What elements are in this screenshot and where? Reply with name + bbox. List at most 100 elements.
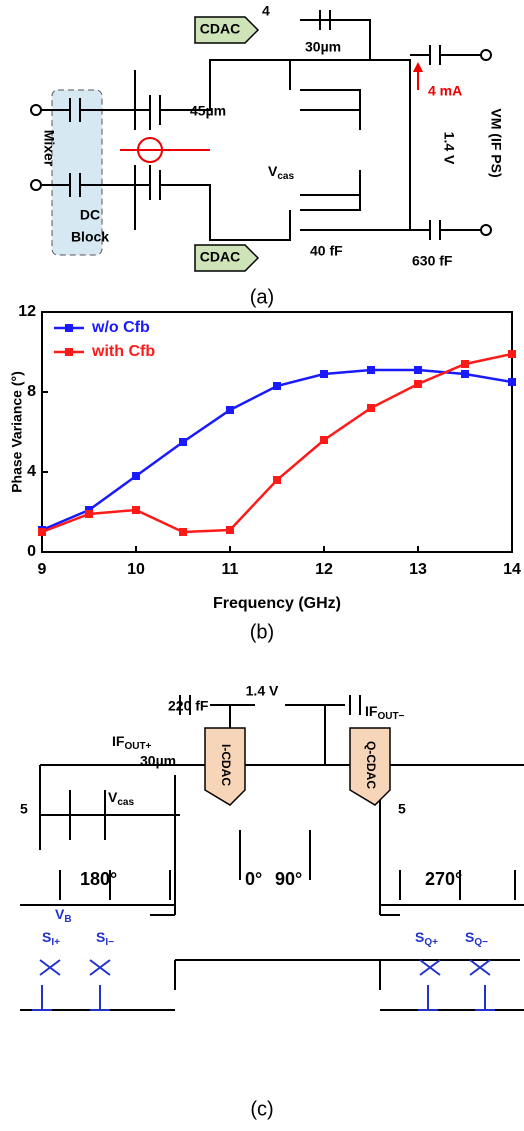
label: 180° bbox=[80, 869, 117, 889]
label: 270° bbox=[425, 869, 462, 889]
label-main: IF bbox=[112, 733, 125, 749]
marker bbox=[226, 526, 234, 534]
label: 5 bbox=[398, 801, 406, 817]
label: VB bbox=[55, 906, 72, 925]
marker bbox=[179, 438, 187, 446]
wires bbox=[134, 10, 480, 241]
y-tick-label: 0 bbox=[27, 543, 36, 560]
x-tick-label: 13 bbox=[409, 561, 427, 578]
wires bbox=[40, 98, 150, 197]
label-sub: Q− bbox=[474, 937, 488, 948]
marker bbox=[132, 472, 140, 480]
x-tick-label: 11 bbox=[222, 561, 239, 578]
x-axis-label: Frequency (GHz) bbox=[213, 595, 341, 612]
switch-wires bbox=[32, 959, 495, 1011]
label-main: V bbox=[108, 789, 118, 805]
label: SI− bbox=[96, 929, 114, 948]
label: 30µm bbox=[140, 753, 176, 769]
marker bbox=[414, 366, 422, 374]
label: I-CDAC bbox=[219, 744, 233, 786]
marker bbox=[367, 404, 375, 412]
caption: (b) bbox=[250, 621, 274, 643]
dc-block-box bbox=[51, 89, 103, 256]
label: SI+ bbox=[42, 929, 60, 948]
y-tick-label: 12 bbox=[18, 303, 36, 320]
switches: VB SI+ SI− SQ+ SQ− bbox=[32, 906, 495, 1011]
marker bbox=[414, 380, 422, 388]
label-sub: I+ bbox=[51, 937, 60, 948]
schematic-c: 1.4 V 220 fF IFOUT+ IFOUT− 30µm Vcas I-C… bbox=[20, 683, 524, 1120]
series-line bbox=[41, 368, 513, 532]
label-sub: Q+ bbox=[424, 937, 438, 948]
label: CDAC bbox=[200, 21, 240, 37]
label: Block bbox=[71, 229, 109, 245]
y-tick-label: 8 bbox=[27, 383, 36, 400]
marker bbox=[461, 360, 469, 368]
label: IFOUT+ bbox=[112, 733, 152, 752]
cdac-box bbox=[204, 727, 246, 806]
label: Vcas bbox=[108, 789, 134, 808]
label-sub: B bbox=[64, 914, 71, 925]
marker bbox=[320, 370, 328, 378]
cdac-box bbox=[194, 244, 260, 272]
plot-frame bbox=[41, 311, 513, 553]
label-sub: cas bbox=[117, 797, 134, 808]
label: Mixer bbox=[41, 130, 57, 167]
label: 30µm bbox=[305, 39, 341, 55]
label: 4 bbox=[262, 3, 270, 19]
marker bbox=[320, 436, 328, 444]
label: 630 fF bbox=[412, 253, 453, 269]
label: IFOUT− bbox=[365, 703, 405, 722]
label: CDAC bbox=[200, 249, 240, 265]
label-sub: OUT+ bbox=[124, 741, 151, 752]
legend-marker bbox=[65, 348, 73, 356]
label-main: S bbox=[96, 929, 105, 945]
port bbox=[30, 104, 42, 116]
current-source bbox=[137, 137, 163, 163]
label-main: S bbox=[415, 929, 424, 945]
caption: (a) bbox=[250, 286, 274, 308]
label-sub: I− bbox=[105, 937, 114, 948]
label: 4 mA bbox=[428, 83, 462, 99]
wires bbox=[20, 695, 524, 1011]
label: SQ− bbox=[465, 929, 488, 948]
cdac-box bbox=[349, 727, 391, 806]
caption: (c) bbox=[250, 1098, 273, 1120]
marker bbox=[132, 506, 140, 514]
label: SQ+ bbox=[415, 929, 438, 948]
marker bbox=[367, 366, 375, 374]
y-axis-label: Phase Variance (°) bbox=[9, 371, 25, 493]
label: VM (IF PS) bbox=[488, 108, 504, 177]
cdac-box bbox=[194, 16, 260, 44]
marker bbox=[85, 510, 93, 518]
marker bbox=[273, 382, 281, 390]
x-tick-label: 9 bbox=[38, 561, 47, 578]
x-tick-label: 10 bbox=[127, 561, 145, 578]
legend-label: w/o Cfb bbox=[91, 319, 150, 336]
x-tick-label: 14 bbox=[503, 561, 521, 578]
label-main: IF bbox=[365, 703, 378, 719]
label-sub: OUT− bbox=[377, 711, 404, 722]
label-main: S bbox=[465, 929, 474, 945]
label-main: V bbox=[268, 163, 278, 179]
schematic-a: CDAC 4 30µm 45µm 4 mA VM (IF PS) 1.4 V M… bbox=[30, 3, 504, 308]
x-tick-label: 12 bbox=[315, 561, 333, 578]
marker bbox=[273, 476, 281, 484]
series-line bbox=[41, 352, 513, 534]
marker bbox=[179, 528, 187, 536]
label: DC bbox=[80, 207, 100, 223]
marker bbox=[226, 406, 234, 414]
label: 90° bbox=[275, 869, 302, 889]
label: 220 fF bbox=[168, 698, 209, 714]
arrowhead bbox=[413, 62, 423, 72]
label: Q-CDAC bbox=[364, 741, 378, 789]
marker bbox=[508, 378, 516, 386]
label: 1.4 V bbox=[441, 132, 457, 165]
port bbox=[480, 49, 492, 61]
label-sub: cas bbox=[277, 171, 294, 182]
marker bbox=[508, 350, 516, 358]
legend-marker bbox=[65, 324, 73, 332]
y-tick-label: 4 bbox=[27, 463, 36, 480]
chart: Phase Variance (°) Frequency (GHz) (b) 0… bbox=[9, 303, 521, 643]
